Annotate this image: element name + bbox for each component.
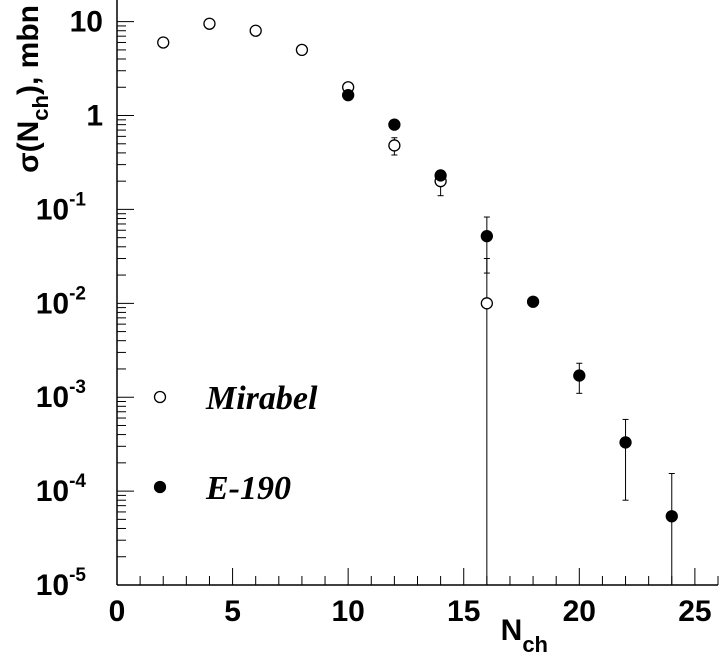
x-tick-label: 0 [109, 595, 126, 628]
x-label-sub: ch [522, 632, 548, 657]
y-tick-exponent: -5 [69, 565, 86, 586]
y-tick-label: 10-1 [36, 189, 87, 226]
y-tick-base: 10 [36, 381, 69, 414]
point [342, 88, 355, 102]
y-tick-label: 1 [86, 100, 103, 133]
point [157, 36, 170, 49]
y-tick-label: 10 [70, 6, 103, 39]
point [573, 369, 586, 382]
y-tick-base: 10 [36, 569, 69, 602]
point [619, 436, 632, 449]
point [434, 169, 447, 182]
x-tick-label: 5 [224, 595, 241, 628]
y-tick-exponent: -2 [69, 283, 86, 304]
point [526, 295, 540, 308]
x-tick-label: 10 [331, 595, 364, 628]
point [388, 139, 401, 152]
y-label-sub: ch [28, 95, 53, 121]
point [480, 229, 493, 243]
point [249, 24, 262, 37]
y-label-main: σ(N [12, 121, 45, 173]
legend-marker [153, 390, 167, 404]
y-tick-exponent: -4 [69, 471, 86, 492]
y-tick-label: 10-2 [36, 283, 86, 320]
point [203, 17, 216, 30]
x-label-main: N [501, 614, 523, 647]
legend-label: E-190 [205, 470, 291, 507]
y-tick-exponent: -3 [69, 377, 86, 398]
y-tick-base: 10 [36, 475, 69, 508]
x-tick-label: 25 [678, 595, 711, 628]
point [295, 43, 309, 57]
y-axis-label: σ(Nch), mbn [12, 5, 53, 173]
x-tick-label: 20 [563, 595, 596, 628]
y-tick-label: 10-4 [36, 471, 87, 508]
legend-label: Mirabel [205, 380, 318, 417]
x-tick-label: 15 [447, 595, 480, 628]
y-tick-exponent: -1 [69, 189, 86, 210]
y-tick-label: 10-5 [36, 565, 87, 602]
point [388, 118, 401, 131]
point [665, 510, 678, 523]
legend-marker [153, 480, 167, 494]
y-tick-label: 10-3 [36, 377, 86, 414]
point [480, 297, 493, 310]
y-tick-base: 10 [36, 193, 69, 226]
y-tick-base: 10 [36, 287, 69, 320]
x-axis-label: Nch [501, 614, 548, 657]
y-label-end: ), mbn [12, 5, 45, 95]
